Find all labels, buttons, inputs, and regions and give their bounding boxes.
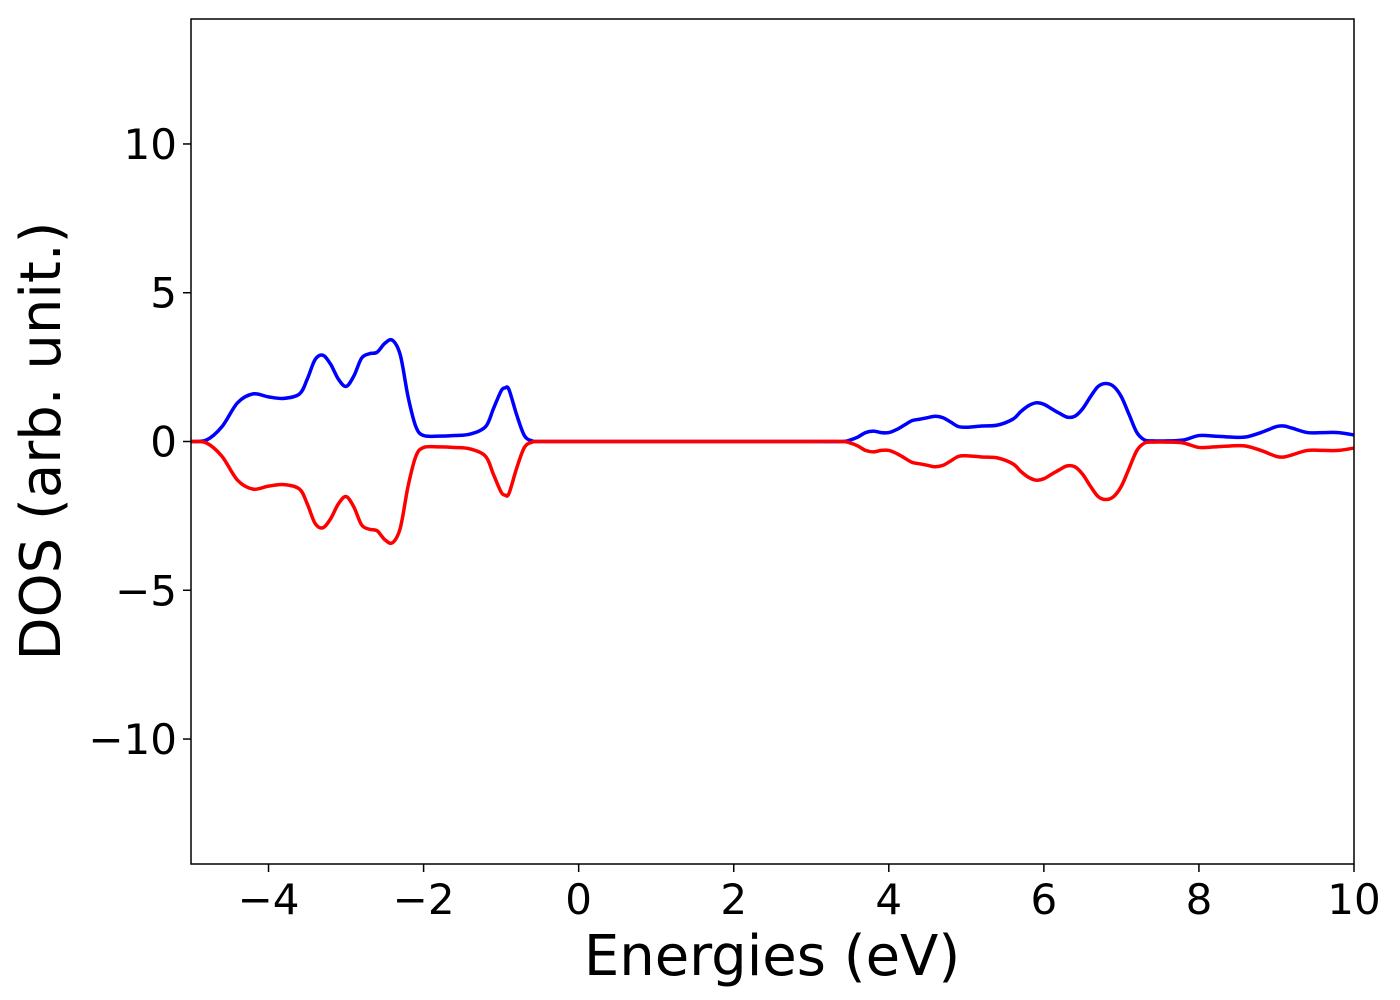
y-tick-label: 10 [124, 120, 177, 169]
x-tick-label: −4 [238, 875, 300, 924]
series-line-2 [191, 439, 1354, 546]
x-tick-label: 8 [1186, 875, 1213, 924]
series-line-1 [191, 337, 1354, 444]
x-tick-label: 4 [875, 875, 902, 924]
y-tick-label: 0 [150, 418, 177, 467]
x-tick-label: 0 [565, 875, 592, 924]
x-axis-ticks: −4 −2 0 2 4 6 8 10 [238, 864, 1381, 924]
x-tick-label: −2 [393, 875, 455, 924]
x-tick-label: 6 [1030, 875, 1057, 924]
y-tick-label: 5 [150, 269, 177, 318]
y-axis-ticks: −10 −5 0 5 10 [88, 120, 191, 764]
y-tick-label: −5 [115, 566, 177, 615]
x-tick-label: 2 [720, 875, 747, 924]
x-tick-label: 10 [1327, 875, 1380, 924]
y-axis-label: DOS (arb. unit.) [9, 221, 74, 660]
series-layer [191, 337, 1354, 546]
y-tick-label: −10 [88, 715, 177, 764]
x-axis-label: Energies (eV) [584, 924, 960, 989]
